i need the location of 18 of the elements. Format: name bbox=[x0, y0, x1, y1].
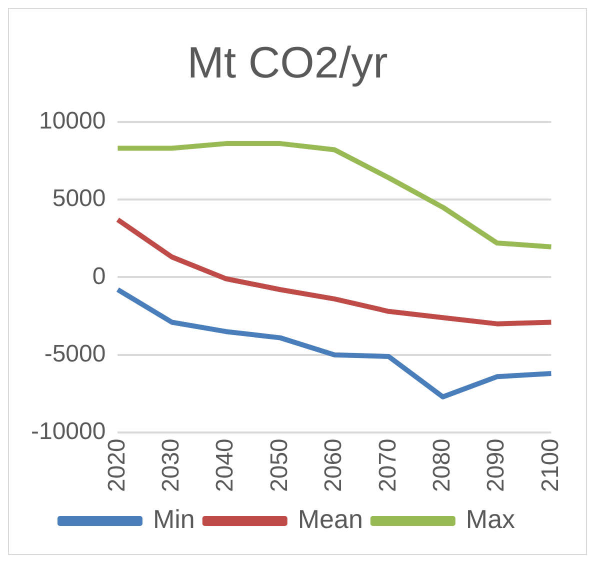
x-tick-label: 2040 bbox=[212, 438, 239, 492]
legend-label: Mean bbox=[298, 504, 363, 534]
x-tick-label: 2090 bbox=[482, 438, 510, 492]
legend-label: Min bbox=[152, 504, 195, 534]
x-tick-label: 2030 bbox=[158, 438, 185, 492]
legend-label: Max bbox=[466, 504, 516, 534]
y-tick-label: 10000 bbox=[38, 107, 106, 134]
x-tick-label: 2060 bbox=[320, 438, 348, 492]
x-tick-label: 2080 bbox=[428, 438, 456, 492]
x-tick-label: 2050 bbox=[266, 438, 293, 492]
x-tick-label: 2100 bbox=[536, 438, 564, 492]
x-tick-label: 2070 bbox=[374, 438, 402, 492]
x-tick-label: 2020 bbox=[103, 438, 130, 492]
y-tick-label: -10000 bbox=[30, 418, 106, 446]
y-tick-label: 0 bbox=[92, 262, 106, 290]
chart-title: Mt CO2/yr bbox=[187, 38, 388, 88]
y-tick-label: -5000 bbox=[44, 340, 106, 368]
y-tick-label: 5000 bbox=[52, 185, 106, 212]
